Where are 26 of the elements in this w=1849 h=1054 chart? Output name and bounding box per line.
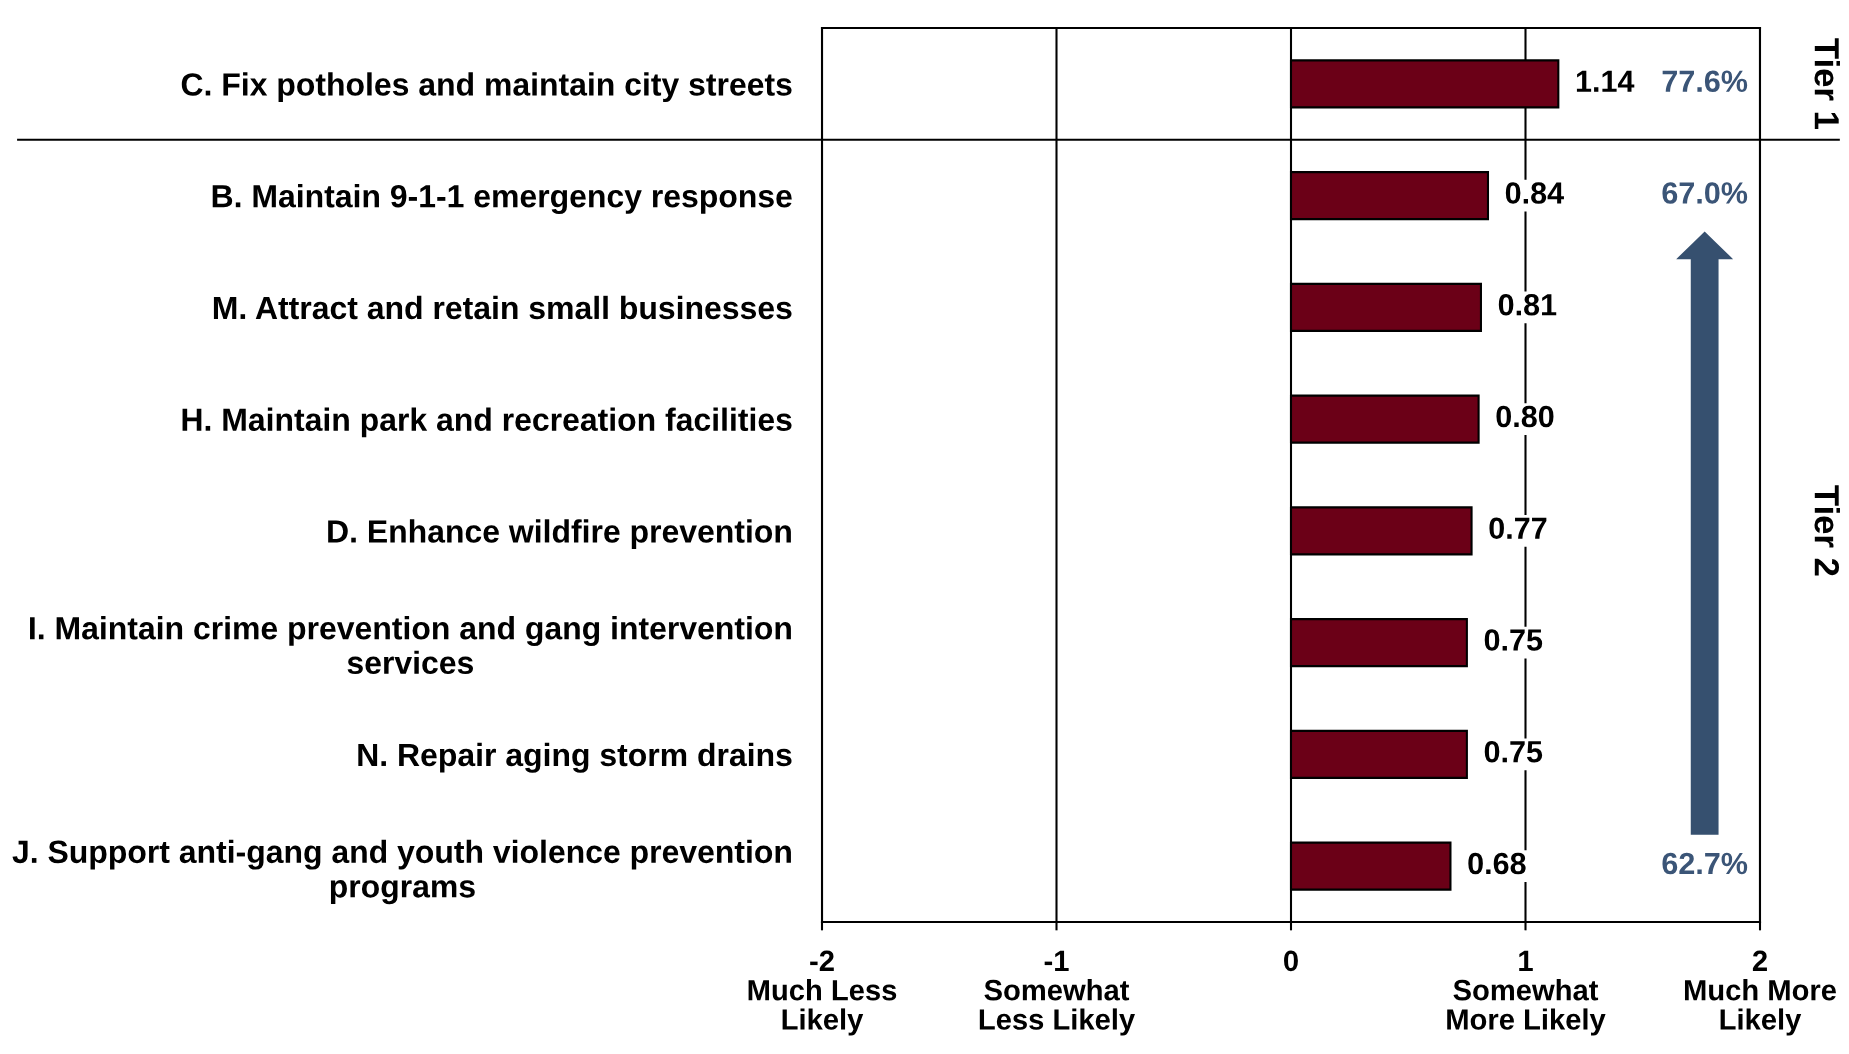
y-tick-label: B. Maintain 9-1-1 emergency response — [212, 184, 792, 214]
data-label: 0.80 — [1496, 405, 1554, 428]
y-tick-label: C. Fix potholes and maintain city streets — [181, 72, 792, 103]
annotation: 62.7% — [1662, 852, 1748, 875]
data-label: 0.68 — [1468, 852, 1526, 875]
x-tick-label: -2 Much Less Likely — [748, 950, 897, 1036]
x-tick-label: -1 Somewhat Less Likely — [979, 950, 1135, 1036]
x-tick-label: 0 — [1284, 950, 1298, 972]
annotation: 77.6% — [1662, 70, 1748, 93]
data-label: 0.81 — [1498, 293, 1557, 316]
text: Tier 1 — [1814, 38, 1840, 129]
text: Tier 2 — [1814, 485, 1840, 576]
y-tick-label: N. Repair aging storm drains — [358, 742, 792, 773]
x-tick-label: 2 Much More Likely — [1684, 950, 1836, 1036]
data-label: 0.75 — [1484, 740, 1543, 763]
data-label: 1.14 — [1576, 70, 1635, 92]
y-tick-label: M. Attract and retain small businesses — [213, 295, 792, 320]
data-label: 0.75 — [1484, 629, 1543, 651]
y-tick-label: I. Maintain crime prevention and gang intervention services — [30, 616, 791, 675]
y-tick-label: J. Support anti-gang and youth violence prevention programs — [12, 839, 791, 905]
annotation: 67.0% — [1662, 182, 1748, 204]
y-tick-label: H. Maintain park and recreation facilities — [182, 407, 792, 438]
y-tick-label: D. Enhance wildfire prevention — [328, 519, 791, 550]
x-tick-label: 1 Somewhat More Likely — [1447, 950, 1606, 1036]
data-label: 0.84 — [1505, 182, 1564, 204]
data-label: 0.77 — [1489, 517, 1547, 540]
